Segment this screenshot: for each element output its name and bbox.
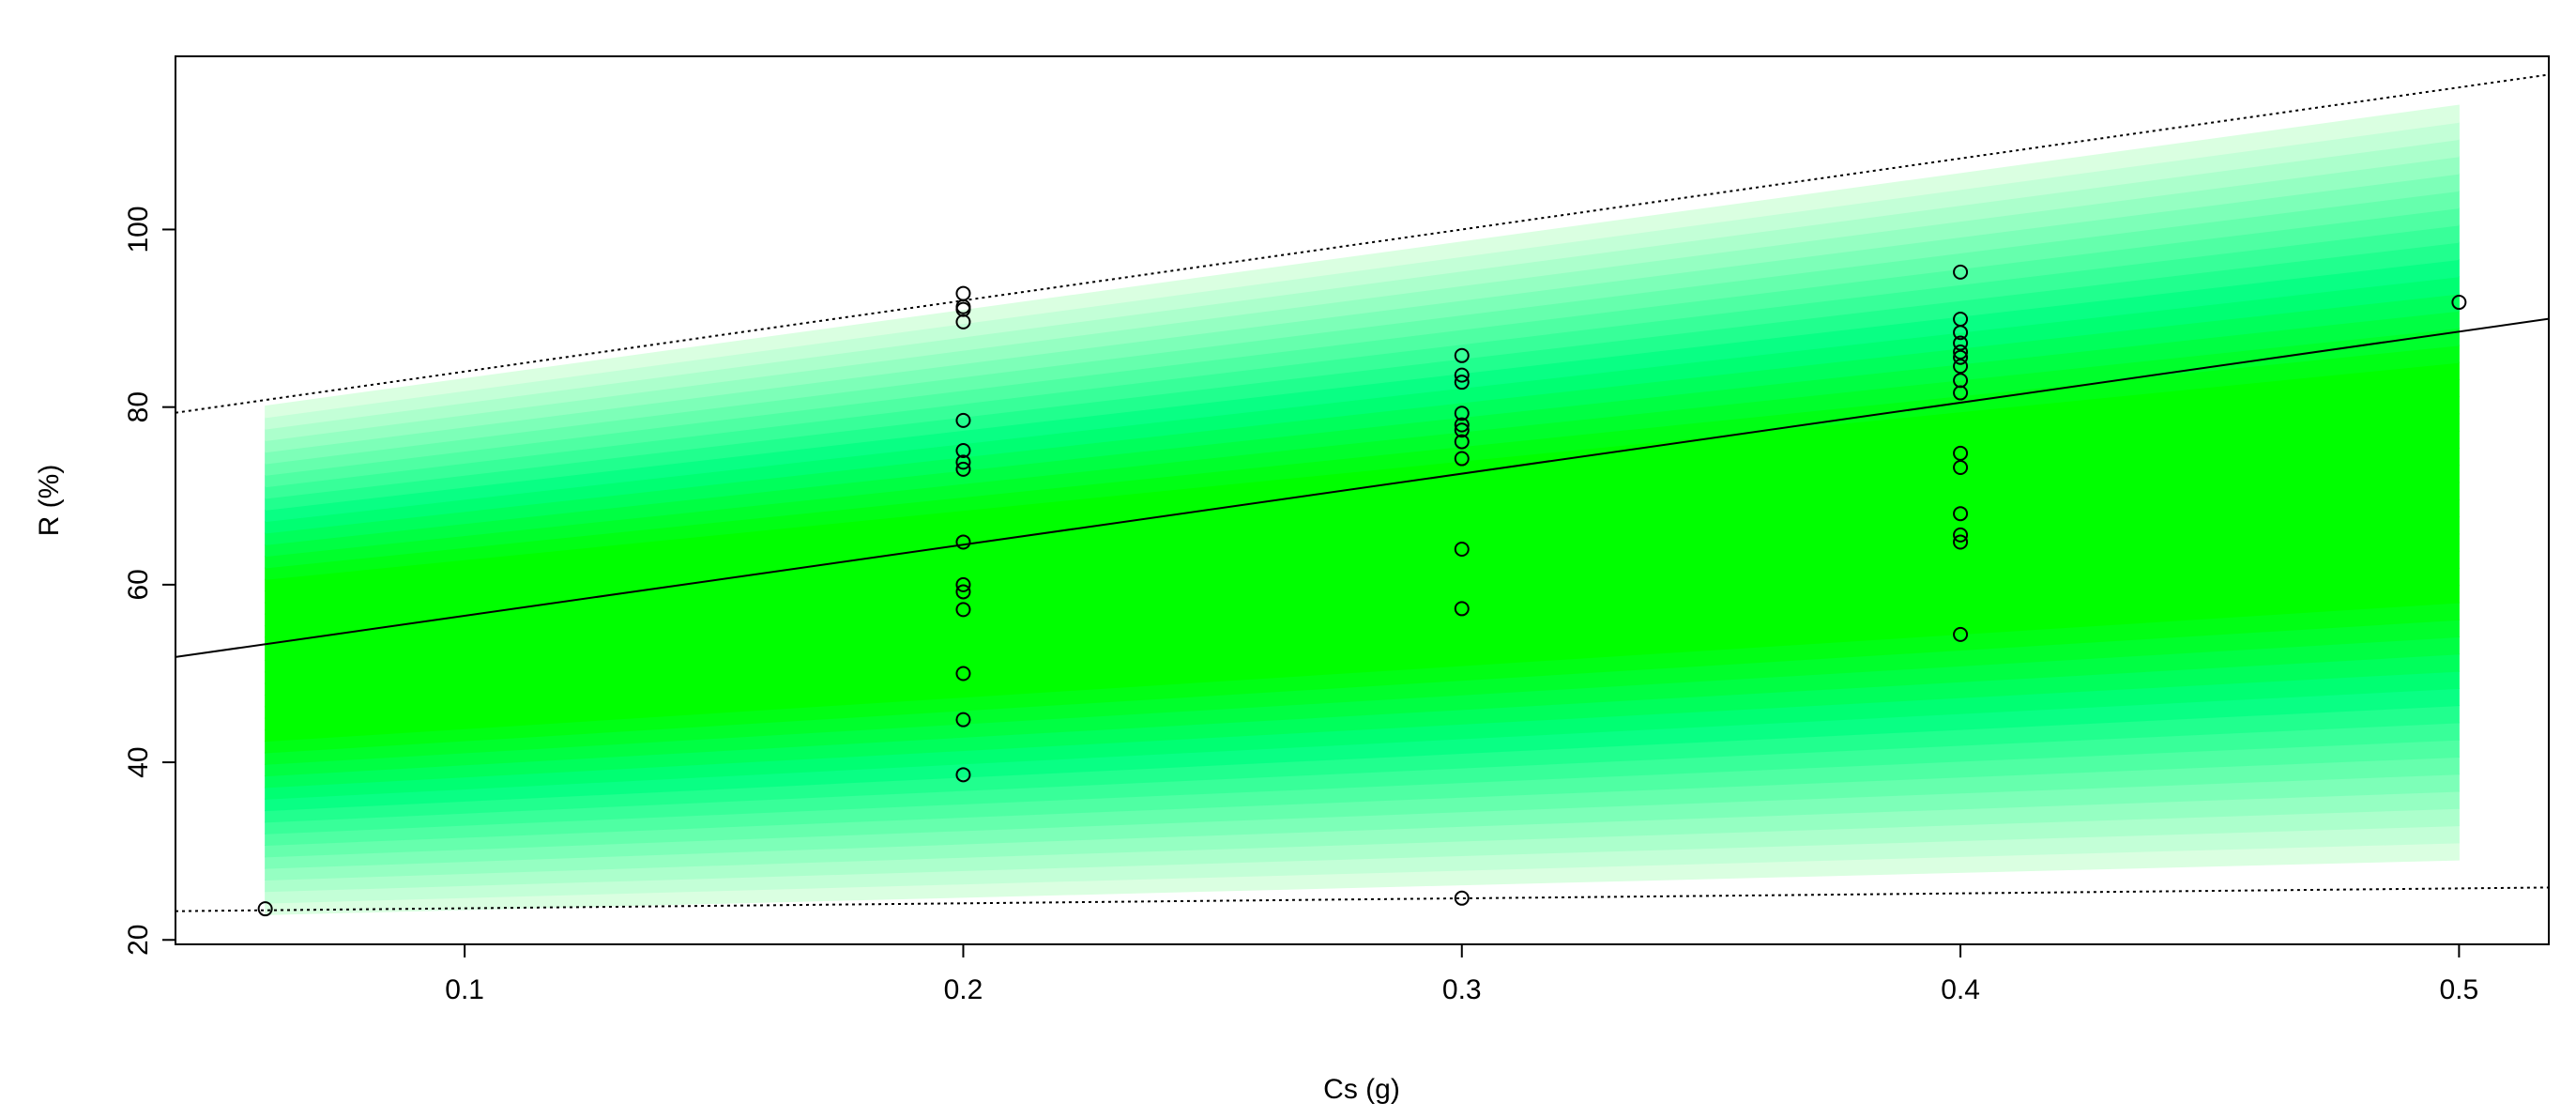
data-point [955, 584, 971, 600]
x-axis-title: Cs (g) [1323, 1074, 1400, 1105]
data-point [1454, 367, 1470, 383]
data-point [955, 314, 971, 329]
x-tick-label: 0.1 [445, 974, 484, 1005]
data-point [257, 901, 273, 917]
data-point [955, 712, 971, 727]
data-point [1454, 417, 1470, 433]
upper-prediction-line [175, 73, 2549, 414]
data-point [2451, 295, 2467, 311]
x-tick-label: 0.3 [1442, 974, 1482, 1005]
y-tick-label: 80 [123, 391, 154, 422]
data-point [955, 666, 971, 682]
data-point [1953, 385, 1969, 401]
data-points [257, 264, 2467, 917]
data-point [1953, 527, 1969, 543]
y-tick-label: 60 [123, 569, 154, 600]
band-stripe [265, 104, 2460, 419]
data-point [1953, 359, 1969, 375]
data-point [1953, 459, 1969, 475]
data-point [955, 412, 971, 428]
data-point [1953, 506, 1969, 522]
data-point [1953, 325, 1969, 341]
y-tick-label: 20 [123, 925, 154, 956]
data-point [1454, 422, 1470, 438]
data-point [955, 767, 971, 783]
prediction-band [265, 104, 2460, 915]
data-point [1454, 542, 1470, 558]
data-point [1953, 335, 1969, 351]
y-tick-label: 100 [123, 206, 154, 253]
data-point [955, 576, 971, 592]
data-point [955, 454, 971, 470]
data-point [955, 461, 971, 477]
data-point [1454, 890, 1470, 906]
data-point [1454, 347, 1470, 363]
x-tick-label: 0.4 [1941, 974, 1980, 1005]
data-point [1454, 375, 1470, 391]
data-point [955, 285, 971, 301]
data-point [955, 534, 971, 550]
x-tick-label: 0.2 [944, 974, 983, 1005]
data-point [1454, 601, 1470, 617]
data-point [1953, 349, 1969, 365]
x-tick-label: 0.5 [2440, 974, 2479, 1005]
data-point [1454, 434, 1470, 450]
data-point [1953, 264, 1969, 280]
data-point [1953, 626, 1969, 642]
data-point [1953, 345, 1969, 360]
data-point [955, 602, 971, 618]
data-point [955, 443, 971, 459]
y-axis: 20 40 60 80 100 [123, 206, 176, 956]
data-point [1953, 445, 1969, 461]
lower-prediction-line [175, 886, 2549, 912]
regression-lines [175, 73, 2549, 912]
data-point [1953, 534, 1969, 550]
y-tick-label: 40 [123, 746, 154, 777]
fit-line [175, 317, 2549, 658]
data-point [1454, 451, 1470, 467]
y-axis-title: R (%) [34, 465, 65, 537]
x-axis: 0.1 0.2 0.3 0.4 0.5 [445, 943, 2479, 1005]
data-point [1454, 406, 1470, 421]
